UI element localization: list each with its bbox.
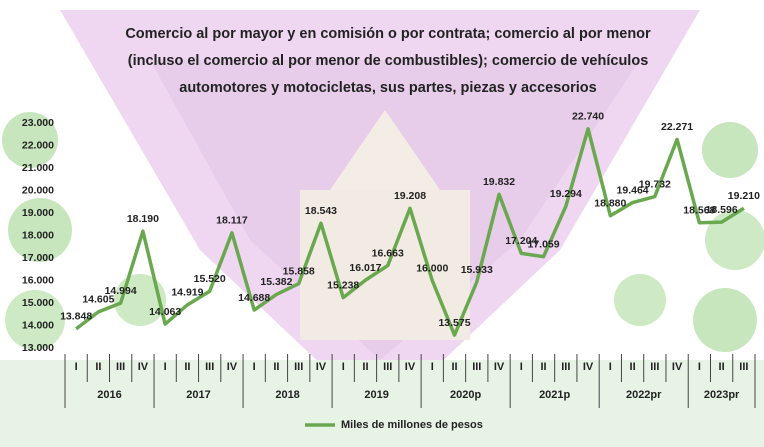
- data-label: 19.208: [394, 190, 426, 202]
- year-label: 2018: [275, 389, 299, 401]
- data-label: 19.832: [483, 176, 515, 188]
- year-label: 2016: [97, 389, 121, 401]
- data-label: 16.663: [372, 247, 404, 259]
- x-tick-label: II: [719, 361, 725, 373]
- x-tick-label: I: [75, 361, 78, 373]
- data-label: 19.464: [617, 184, 649, 196]
- data-label: 16.000: [416, 262, 448, 274]
- x-tick-label: II: [184, 361, 190, 373]
- legend-label: Miles de millones de pesos: [341, 419, 483, 431]
- y-tick-label: 15.000: [22, 297, 54, 309]
- y-tick-label: 19.000: [22, 207, 54, 219]
- y-tick-label: 16.000: [22, 274, 54, 286]
- y-tick-label: 14.000: [22, 319, 54, 331]
- x-tick-label: II: [540, 361, 546, 373]
- x-tick-label: II: [273, 361, 279, 373]
- x-tick-label: III: [116, 361, 125, 373]
- data-label: 18.543: [305, 205, 337, 217]
- x-tick-label: III: [205, 361, 214, 373]
- data-label: 18.568: [683, 205, 715, 217]
- chart-title: Comercio al por mayor y en comisión o po…: [125, 26, 651, 42]
- y-tick-label: 21.000: [22, 162, 54, 174]
- x-tick-label: I: [342, 361, 345, 373]
- x-tick-label: I: [431, 361, 434, 373]
- x-tick-label: II: [95, 361, 101, 373]
- x-tick-label: III: [383, 361, 392, 373]
- x-tick-label: III: [294, 361, 303, 373]
- data-label: 14.688: [238, 292, 270, 304]
- y-tick-label: 20.000: [22, 184, 54, 196]
- y-tick-label: 17.000: [22, 252, 54, 264]
- x-tick-label: III: [650, 361, 659, 373]
- x-tick-label: I: [253, 361, 256, 373]
- data-label: 19.210: [728, 190, 760, 202]
- data-label: 19.294: [550, 188, 582, 200]
- data-line: [75, 127, 745, 337]
- data-label: 15.858: [283, 265, 315, 277]
- x-tick-label: II: [630, 361, 636, 373]
- data-label: 15.933: [461, 264, 493, 276]
- x-tick-label: II: [362, 361, 368, 373]
- x-tick-label: IV: [494, 361, 505, 373]
- x-tick-label: IV: [138, 361, 149, 373]
- y-tick-label: 18.000: [22, 229, 54, 241]
- year-label: 2021p: [539, 389, 570, 401]
- data-label: 14.063: [149, 306, 181, 318]
- x-tick-label: I: [609, 361, 612, 373]
- background-emblem: [0, 10, 764, 447]
- x-tick-label: IV: [405, 361, 416, 373]
- data-label: 15.520: [194, 273, 226, 285]
- x-tick-label: IV: [672, 361, 683, 373]
- data-label: 14.994: [105, 285, 137, 297]
- data-label: 14.605: [82, 294, 114, 306]
- data-label: 13.848: [60, 311, 92, 323]
- year-label: 2019: [364, 389, 388, 401]
- data-label: 16.017: [349, 262, 381, 274]
- x-tick-label: I: [164, 361, 167, 373]
- x-tick-label: III: [472, 361, 481, 373]
- data-label: 18.596: [706, 204, 738, 216]
- chart-title: (incluso el comercio al por menor de com…: [128, 53, 649, 69]
- chart-title: automotores y motocicletas, sus partes, …: [179, 80, 596, 96]
- y-tick-label: 13.000: [22, 342, 54, 354]
- data-label: 19.732: [639, 178, 671, 190]
- data-label: 15.238: [327, 279, 359, 291]
- data-label: 18.880: [594, 197, 626, 209]
- year-label: 2023pr: [704, 389, 740, 401]
- year-label: 2020p: [450, 389, 481, 401]
- data-label: 15.382: [260, 276, 292, 288]
- y-tick-label: 22.000: [22, 139, 54, 151]
- x-tick-label: III: [561, 361, 570, 373]
- data-label: 17.059: [527, 238, 559, 250]
- x-tick-label: I: [520, 361, 523, 373]
- data-label: 22.271: [661, 121, 693, 133]
- data-label: 14.919: [171, 287, 203, 299]
- x-tick-label: IV: [583, 361, 594, 373]
- x-tick-label: IV: [227, 361, 238, 373]
- year-label: 2017: [186, 389, 210, 401]
- x-tick-label: IV: [316, 361, 327, 373]
- x-tick-label: III: [739, 361, 748, 373]
- x-tick-label: I: [698, 361, 701, 373]
- data-label: 13.575: [438, 317, 470, 329]
- year-label: 2022pr: [626, 389, 662, 401]
- y-tick-label: 23.000: [22, 117, 54, 129]
- data-label: 22.740: [572, 111, 604, 123]
- data-label: 17.204: [505, 235, 537, 247]
- data-label: 18.190: [127, 213, 159, 225]
- data-label: 18.117: [216, 215, 248, 227]
- x-tick-label: II: [451, 361, 457, 373]
